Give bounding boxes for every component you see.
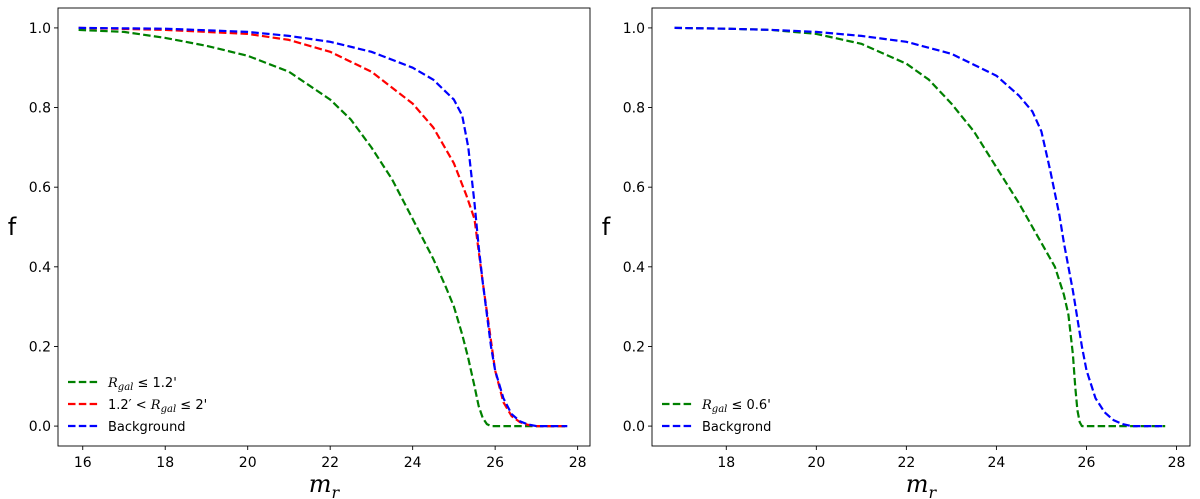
- y-tick-label: 0.6: [29, 180, 51, 196]
- legend-label: Backgrond: [702, 420, 771, 435]
- y-tick-label: 0.2: [623, 339, 645, 355]
- legend: Rgal ≤ 1.2' 1.2′ < Rgal ≤ 2' Background: [68, 376, 207, 435]
- chart-panel-2: 18 20 22 24 26 28 0.0 0.2 0.4 0.6 0.8 1.0 f mr Rgal ≤ …: [602, 7, 1191, 499]
- y-tick-label: 0.0: [29, 419, 51, 435]
- x-tick-label: 26: [486, 455, 504, 471]
- legend-label: Rgal ≤ 1.2': [107, 376, 177, 393]
- y-tick-label: 1.0: [29, 21, 51, 37]
- x-axis-label-main: m: [309, 470, 332, 498]
- x-axis-label: mr: [309, 470, 341, 499]
- x-tick-label: 20: [807, 455, 825, 471]
- plot-frame: [651, 7, 1191, 447]
- plot-frame: [57, 7, 591, 447]
- x-tick-label: 28: [569, 455, 587, 471]
- x-axis-label-sub: r: [332, 483, 341, 499]
- x-tick-label: 20: [239, 455, 257, 471]
- y-axis-label: f: [8, 213, 17, 241]
- y-tick-label: 0.4: [29, 260, 51, 276]
- x-tick-label: 24: [987, 455, 1005, 471]
- y-tick-label: 0.4: [623, 260, 645, 276]
- x-tick-label: 22: [321, 455, 339, 471]
- x-tick-label: 18: [156, 455, 174, 471]
- x-tick-label: 26: [1078, 455, 1096, 471]
- legend-label: 1.2′ < Rgal ≤ 2': [108, 398, 207, 415]
- series-line-2: [674, 26, 1166, 428]
- y-tick-label: 0.8: [29, 101, 51, 117]
- y-axis-label: f: [602, 213, 611, 241]
- legend: Rgal ≤ 0.6' Backgrond: [662, 398, 771, 435]
- legend-label: Background: [108, 420, 186, 435]
- y-tick-label: 0.6: [623, 180, 645, 196]
- x-axis-label-sub: r: [929, 483, 938, 499]
- chart-panel-1: 16 18 20 22 24 26 28 0.0 0.2 0.4 0.6 0.8 1.0 f mr Rgal …: [8, 7, 591, 499]
- x-tick-label: 22: [897, 455, 915, 471]
- series-line-3: [78, 26, 568, 428]
- series-line-2: [78, 26, 568, 428]
- x-tick-label: 24: [404, 455, 422, 471]
- legend-label: Rgal ≤ 0.6': [701, 398, 771, 415]
- series-line-1: [674, 26, 1166, 428]
- y-tick-label: 1.0: [623, 21, 645, 37]
- x-tick-label: 18: [717, 455, 735, 471]
- y-tick-label: 0.2: [29, 339, 51, 355]
- y-tick-label: 0.0: [623, 419, 645, 435]
- x-tick-label: 16: [74, 455, 92, 471]
- series-line-1: [78, 28, 568, 428]
- x-tick-label: 28: [1168, 455, 1186, 471]
- x-axis-label-main: m: [906, 470, 929, 498]
- y-tick-label: 0.8: [623, 101, 645, 117]
- x-axis-label: mr: [906, 470, 938, 499]
